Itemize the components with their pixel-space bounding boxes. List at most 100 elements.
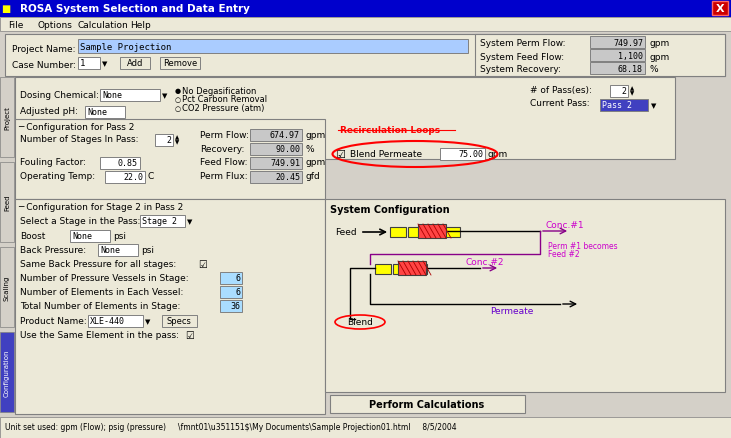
Bar [325,200,725,392]
Text: Pct Carbon Removal: Pct Carbon Removal [182,95,267,104]
Text: Sample Projection: Sample Projection [80,42,171,51]
Text: ☑: ☑ [335,150,345,159]
Text: None: None [102,91,122,100]
Bar [162,315,197,327]
Bar [0,0,731,18]
Text: ▼: ▼ [102,61,107,67]
Text: Specs: Specs [167,317,192,326]
Bar [440,148,485,161]
Text: Operating Temp:: Operating Temp: [20,172,95,181]
Bar [444,227,460,237]
Text: ▼: ▼ [175,140,179,145]
Bar [155,135,173,147]
Text: gpm: gpm [650,53,670,61]
Bar [330,395,525,413]
Text: ☑: ☑ [198,259,207,269]
Bar [393,265,409,274]
Text: ○: ○ [175,97,181,103]
Bar [5,35,725,77]
Text: No Degasification: No Degasification [182,86,257,95]
Text: 20.45: 20.45 [275,173,300,182]
Text: System Feed Flow:: System Feed Flow: [480,53,564,61]
Text: Configuration: Configuration [4,349,10,396]
Bar [220,300,242,312]
Text: Feed #2: Feed #2 [548,250,580,259]
Text: Select a Stage in the Pass:: Select a Stage in the Pass: [20,217,140,226]
Text: Feed: Feed [335,228,357,237]
Text: ▼: ▼ [162,93,167,99]
Bar [0,417,731,438]
Bar [0,162,14,243]
Text: Fouling Factor:: Fouling Factor: [20,158,86,167]
Bar [15,120,325,200]
Text: ▼: ▼ [630,91,635,96]
Text: ▼: ▼ [187,219,192,225]
Bar [590,37,645,49]
Text: Total Number of Elements in Stage:: Total Number of Elements in Stage: [20,302,181,311]
Bar [250,144,302,155]
Text: Boost: Boost [20,232,45,241]
Text: None: None [87,108,107,117]
Text: CO2 Pressure (atm): CO2 Pressure (atm) [182,104,265,113]
Text: ▼: ▼ [145,318,151,324]
Text: File: File [8,21,23,29]
Text: Perm Flux:: Perm Flux: [200,172,248,181]
Text: Current Pass:: Current Pass: [530,99,590,108]
Bar [220,286,242,298]
Text: Recovery:: Recovery: [200,145,244,154]
Text: Product Name:: Product Name: [20,317,87,326]
Text: Perm Flow:: Perm Flow: [200,131,249,140]
Bar [15,200,325,414]
Bar [105,172,145,184]
Text: Conc.#2: Conc.#2 [465,258,504,267]
Text: None: None [72,232,92,241]
Text: ▼: ▼ [651,103,656,109]
Bar [0,78,14,158]
Text: 75.00: 75.00 [458,150,483,159]
Bar [375,265,391,274]
Text: Number of Pressure Vessels in Stage:: Number of Pressure Vessels in Stage: [20,274,189,283]
Bar [250,130,302,141]
Bar [78,40,468,54]
Bar [120,58,150,70]
Text: ■: ■ [1,4,11,14]
Bar [0,32,731,421]
Text: None: None [100,246,120,255]
Text: ●: ● [175,88,181,94]
Bar [100,90,160,102]
Text: gpm: gpm [305,158,325,167]
Text: Recirculation Loops: Recirculation Loops [340,126,440,135]
Text: Feed: Feed [4,194,10,211]
Text: Project: Project [4,106,10,130]
Text: Perform Calculations: Perform Calculations [369,399,485,409]
Text: Permeate: Permeate [490,307,534,316]
Text: 2: 2 [166,136,171,145]
Text: Back Pressure:: Back Pressure: [20,246,86,255]
Text: Stage 2: Stage 2 [142,217,177,226]
Bar [70,230,110,243]
Text: Remove: Remove [163,60,197,68]
Text: Blend Permeate: Blend Permeate [350,150,422,159]
Bar [220,272,242,284]
Text: gpm: gpm [650,39,670,48]
Text: System Recovery:: System Recovery: [480,65,561,74]
Text: 22.0: 22.0 [123,173,143,182]
Text: 1,100: 1,100 [618,51,643,60]
Text: Conc.#1: Conc.#1 [545,221,583,230]
Text: Unit set used: gpm (Flow); psig (pressure)     \fmnt01\u351151$\My Documents\Sam: Unit set used: gpm (Flow); psig (pressur… [5,423,457,431]
Bar [78,58,100,70]
Text: gpm: gpm [488,150,508,159]
Bar [98,244,138,256]
Text: 674.97: 674.97 [270,131,300,140]
Text: Number of Elements in Each Vessel:: Number of Elements in Each Vessel: [20,288,183,297]
Text: XLE-440: XLE-440 [90,317,125,326]
Text: Same Back Pressure for all stages:: Same Back Pressure for all stages: [20,260,176,269]
Text: Feed Flow:: Feed Flow: [200,158,248,167]
Text: Calculation: Calculation [78,21,129,29]
Text: Options: Options [38,21,73,29]
Text: psi: psi [113,232,126,241]
Text: System Configuration: System Configuration [330,205,450,215]
Text: Scaling: Scaling [4,275,10,300]
Text: Project Name:: Project Name: [12,46,75,54]
Text: 36: 36 [230,302,240,311]
